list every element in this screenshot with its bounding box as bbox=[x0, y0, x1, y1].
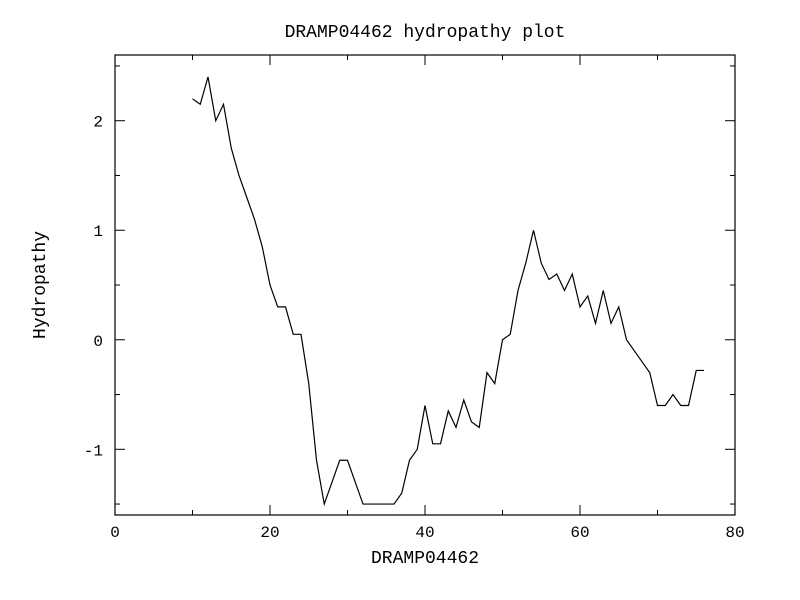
x-tick-label: 20 bbox=[260, 524, 279, 542]
chart-bg bbox=[0, 0, 800, 600]
chart-title: DRAMP04462 hydropathy plot bbox=[285, 23, 566, 43]
y-tick-label: 0 bbox=[93, 333, 103, 351]
x-tick-label: 40 bbox=[415, 524, 434, 542]
x-tick-label: 0 bbox=[110, 524, 120, 542]
y-tick-label: 2 bbox=[93, 114, 103, 132]
y-tick-label: -1 bbox=[84, 442, 103, 460]
y-tick-label: 1 bbox=[93, 223, 103, 241]
y-axis-label: Hydropathy bbox=[31, 231, 51, 339]
chart-container: 0 20 40 60 80 -1 0 1 2 DRAMP04462 hydropathy plot… bbox=[0, 0, 800, 600]
x-tick-label: 60 bbox=[570, 524, 589, 542]
hydropathy-chart: 0 20 40 60 80 -1 0 1 2 DRAMP04462 hydropathy plot… bbox=[0, 0, 800, 600]
x-tick-label: 80 bbox=[725, 524, 744, 542]
x-axis-label: DRAMP04462 bbox=[371, 549, 479, 569]
